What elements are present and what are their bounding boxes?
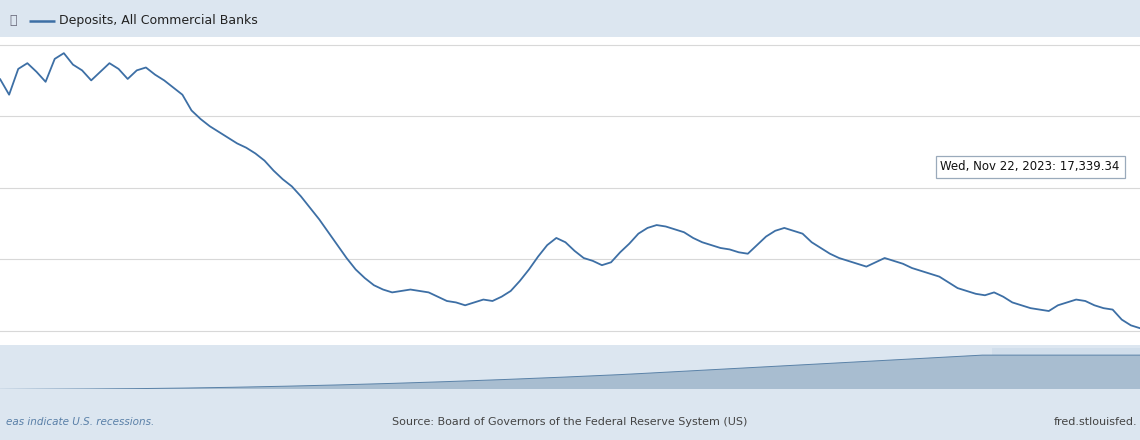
Text: fred.stlouisfed.: fred.stlouisfed. <box>1054 417 1138 427</box>
Text: Deposits, All Commercial Banks: Deposits, All Commercial Banks <box>59 14 258 27</box>
Text: 2000: 2000 <box>671 394 697 404</box>
Text: 1980: 1980 <box>124 394 149 404</box>
Text: eas indicate U.S. recessions.: eas indicate U.S. recessions. <box>6 417 154 427</box>
Text: Source: Board of Governors of the Federal Reserve System (US): Source: Board of Governors of the Federa… <box>392 417 748 427</box>
Text: 📈: 📈 <box>9 14 17 27</box>
Text: 1990: 1990 <box>409 394 434 404</box>
Text: Wed, Nov 22, 2023: 17,339.34: Wed, Nov 22, 2023: 17,339.34 <box>940 160 1119 173</box>
Text: 2010: 2010 <box>922 394 947 404</box>
Bar <box>992 348 1140 389</box>
